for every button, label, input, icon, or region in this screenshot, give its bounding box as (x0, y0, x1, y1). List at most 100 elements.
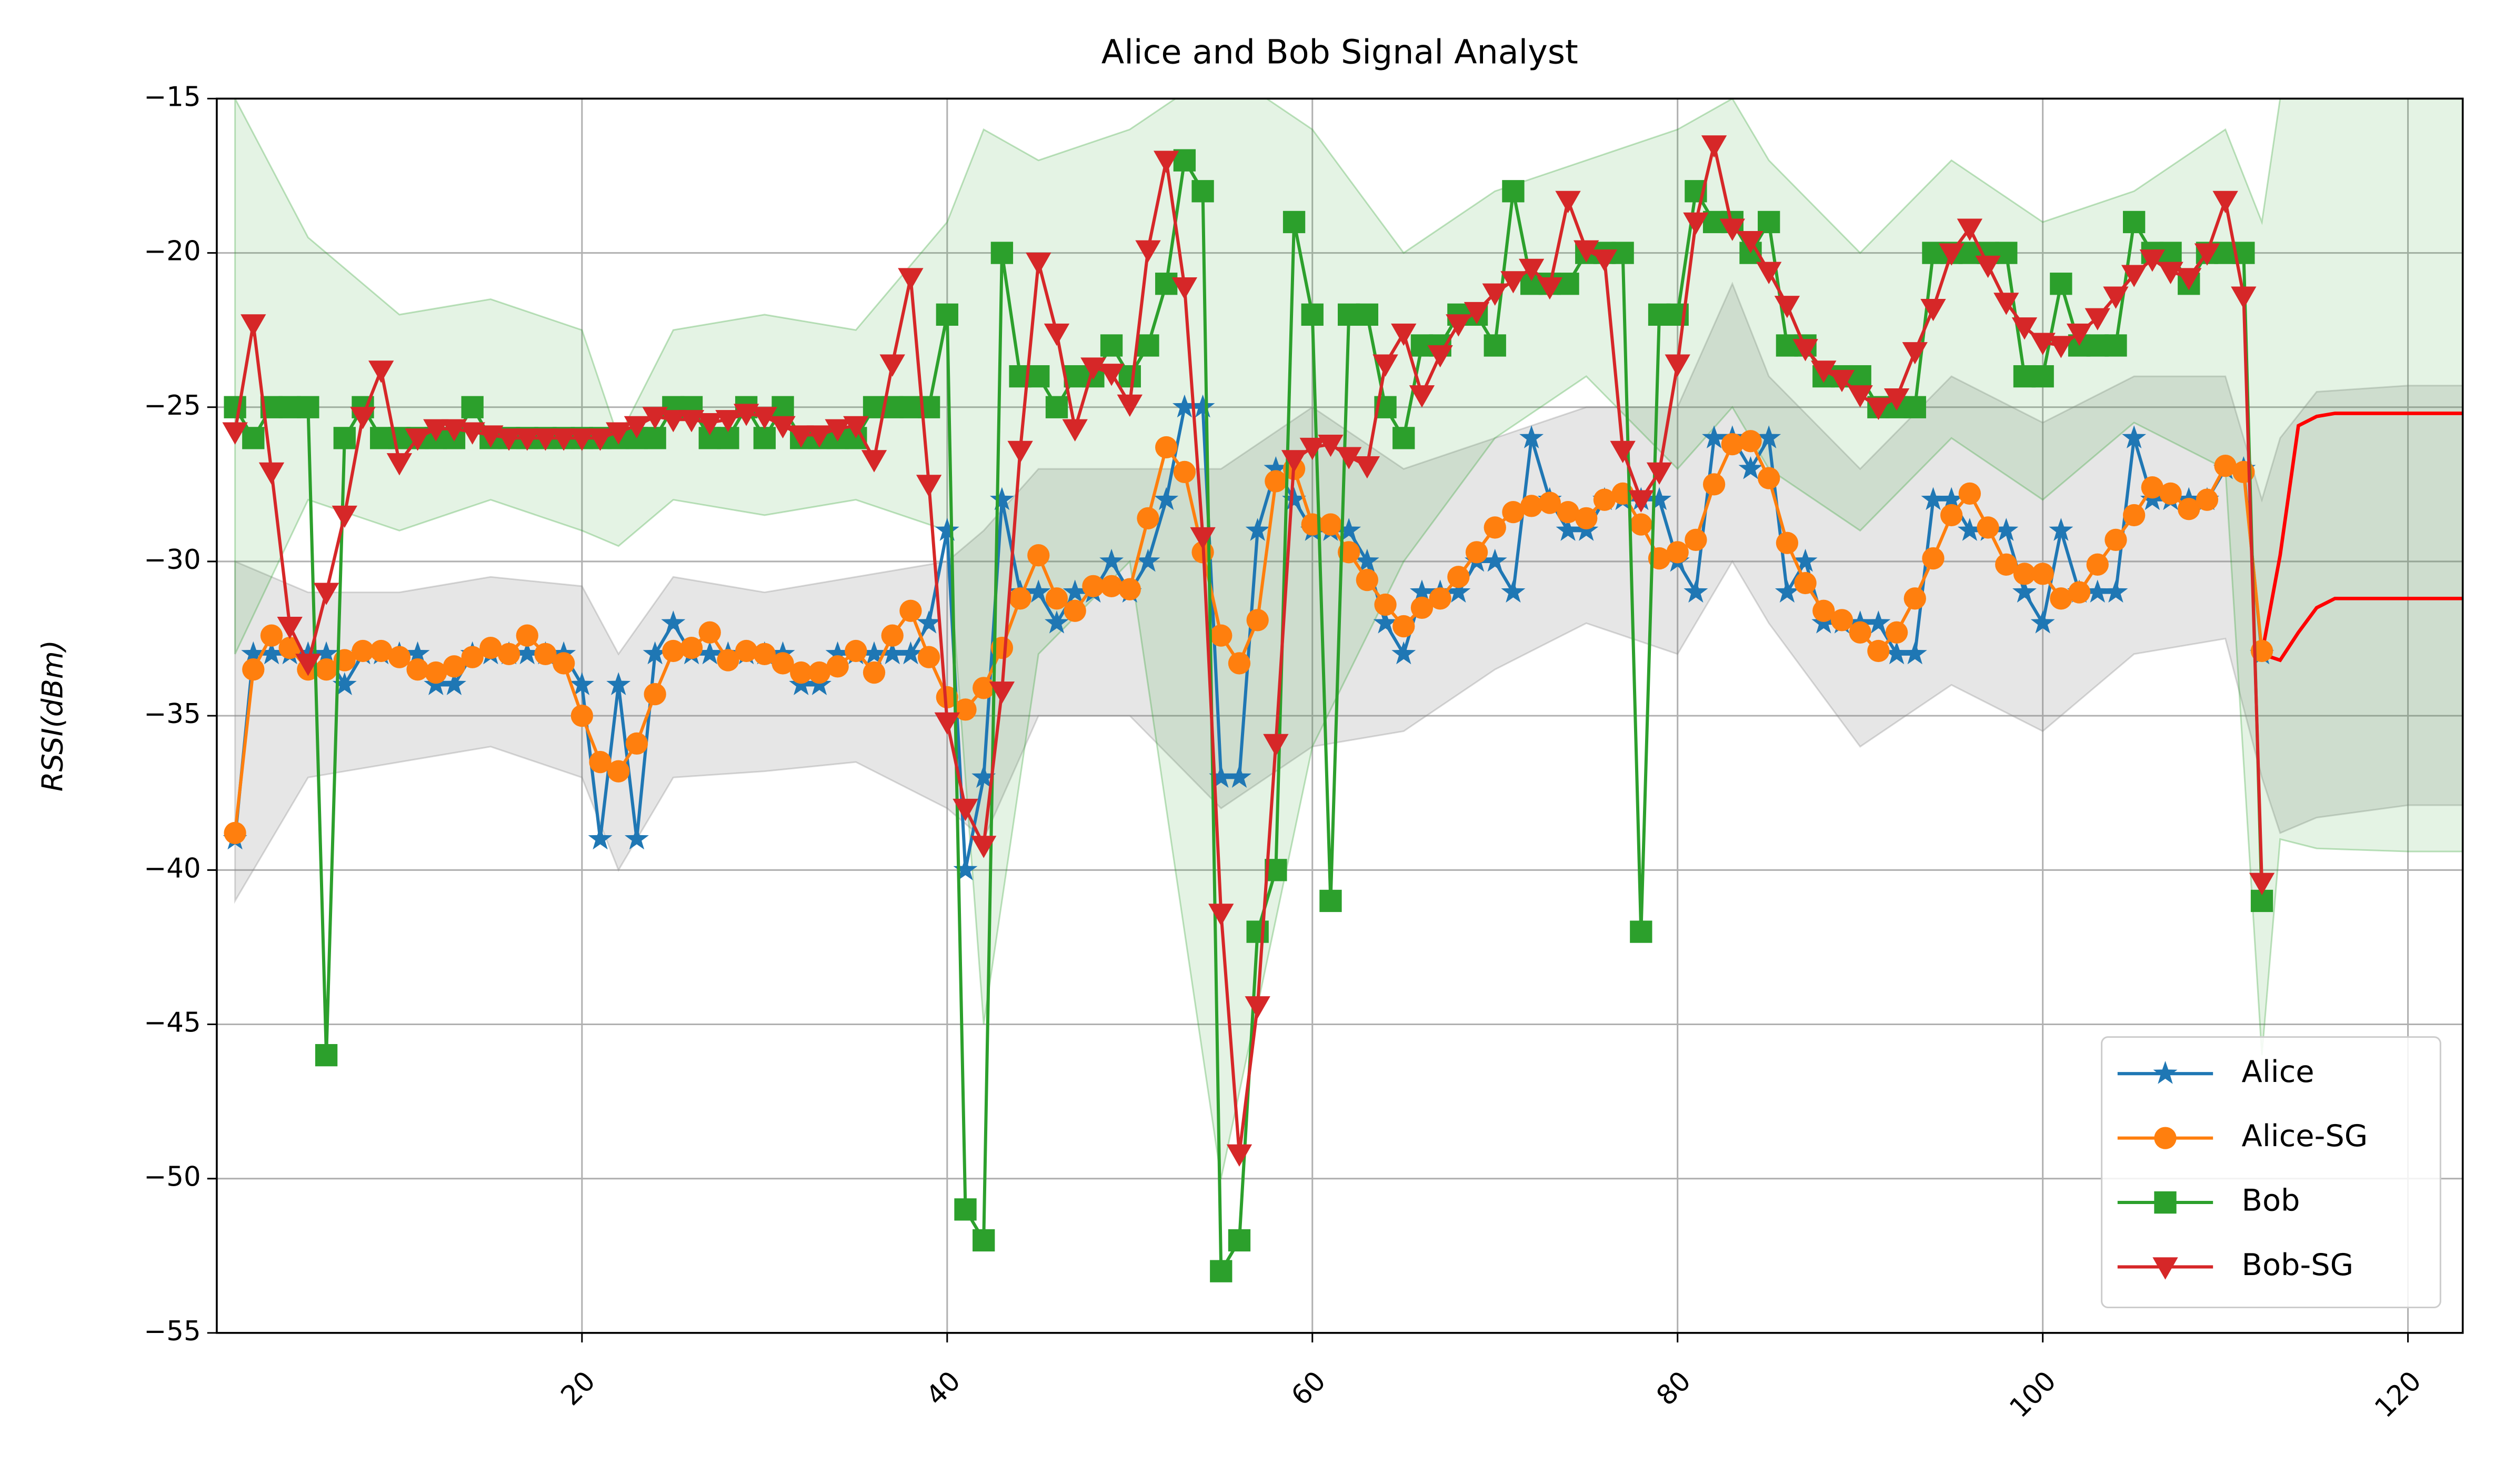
marker-triangle (1683, 212, 1709, 235)
marker-star (1282, 487, 1307, 510)
marker-star (1190, 394, 1215, 418)
legend-label: Alice (2242, 1054, 2314, 1089)
marker-circle (1666, 541, 1689, 564)
marker-circle (1593, 488, 1616, 511)
marker-square (936, 303, 958, 326)
y-tick-label: −55 (144, 1316, 201, 1347)
marker-triangle (788, 425, 814, 448)
marker-triangle (1427, 345, 1453, 368)
marker-star (862, 641, 887, 665)
marker-square (1611, 242, 1634, 264)
legend-label: Alice-SG (2242, 1118, 2368, 1154)
marker-triangle (1482, 283, 1508, 306)
marker-circle (1849, 621, 1871, 644)
marker-circle (352, 639, 374, 663)
marker-circle (315, 658, 338, 681)
marker-triangle (1847, 385, 1873, 408)
marker-star (1501, 579, 1526, 603)
marker-triangle (550, 428, 577, 451)
marker-circle (1410, 596, 1434, 619)
marker-square (1557, 273, 1579, 295)
marker-triangle (2152, 1257, 2178, 1280)
marker-star (442, 672, 466, 696)
marker-square (1155, 273, 1178, 295)
marker-star (1519, 425, 1544, 448)
marker-circle (1337, 541, 1360, 564)
marker-star (1227, 765, 1251, 788)
marker-star (1355, 548, 1379, 572)
marker-square (2122, 210, 2146, 234)
marker-circle (534, 643, 557, 666)
marker-star (588, 826, 613, 850)
marker-star (2085, 579, 2110, 603)
marker-triangle (441, 419, 467, 442)
marker-triangle (1391, 323, 1417, 346)
marker-square (1502, 180, 1525, 203)
marker-circle (1758, 467, 1780, 489)
marker-circle (224, 821, 246, 845)
marker-circle (1228, 652, 1251, 675)
marker-circle (2068, 581, 2091, 604)
marker-star (1556, 518, 1580, 541)
marker-star (314, 641, 339, 665)
marker-circle (1155, 436, 1178, 459)
marker-star (1738, 456, 1763, 479)
y-tick-label: −25 (144, 390, 201, 422)
marker-square (242, 427, 265, 449)
marker-circle (771, 652, 794, 675)
marker-star (953, 857, 978, 880)
marker-triangle (1208, 904, 1234, 926)
series-line (233, 439, 2264, 834)
marker-triangle (1792, 339, 1818, 362)
y-tick-label: −20 (144, 236, 201, 267)
marker-star (1994, 518, 2019, 541)
marker-triangle (2066, 323, 2092, 346)
marker-triangle (624, 416, 650, 439)
marker-circle (881, 624, 904, 647)
y-tick-label: −35 (144, 698, 201, 730)
marker-triangle (1756, 262, 1782, 284)
marker-triangle (423, 419, 449, 442)
marker-circle (1739, 430, 1762, 453)
marker-square (1484, 334, 1506, 357)
marker-square (990, 242, 1014, 264)
marker-square (1319, 889, 1342, 913)
y-tick-label: −50 (144, 1161, 201, 1193)
marker-star (1373, 610, 1398, 634)
marker-triangle (332, 505, 357, 528)
marker-square (333, 427, 356, 449)
marker-circle (899, 599, 922, 622)
marker-star (1921, 487, 1946, 510)
marker-circle (570, 704, 594, 727)
marker-triangle (241, 314, 266, 337)
confidence-band (234, 98, 2463, 1179)
marker-circle (845, 639, 867, 663)
marker-star (825, 641, 850, 665)
marker-triangle (1591, 249, 1618, 272)
marker-triangle (258, 462, 285, 485)
marker-triangle (587, 428, 613, 451)
marker-star (1172, 394, 1197, 418)
marker-star (1775, 579, 1799, 603)
y-tick-label: −40 (144, 853, 201, 884)
marker-star (2103, 579, 2128, 603)
marker-triangle (1920, 298, 1946, 322)
marker-circle (917, 646, 940, 668)
marker-star (643, 641, 667, 665)
marker-square (224, 396, 246, 418)
marker-star (917, 610, 941, 634)
marker-circle (1538, 492, 1561, 514)
marker-circle (1045, 587, 1068, 610)
marker-square (1903, 396, 1926, 418)
marker-triangle (1719, 218, 1745, 241)
marker-triangle (1993, 293, 2019, 315)
marker-circle (553, 652, 575, 675)
marker-circle (2159, 482, 2182, 505)
marker-star (1391, 641, 1416, 665)
marker-circle (1009, 587, 1031, 610)
marker-triangle (1098, 364, 1125, 386)
marker-star (332, 672, 357, 696)
marker-square (1758, 210, 1780, 234)
